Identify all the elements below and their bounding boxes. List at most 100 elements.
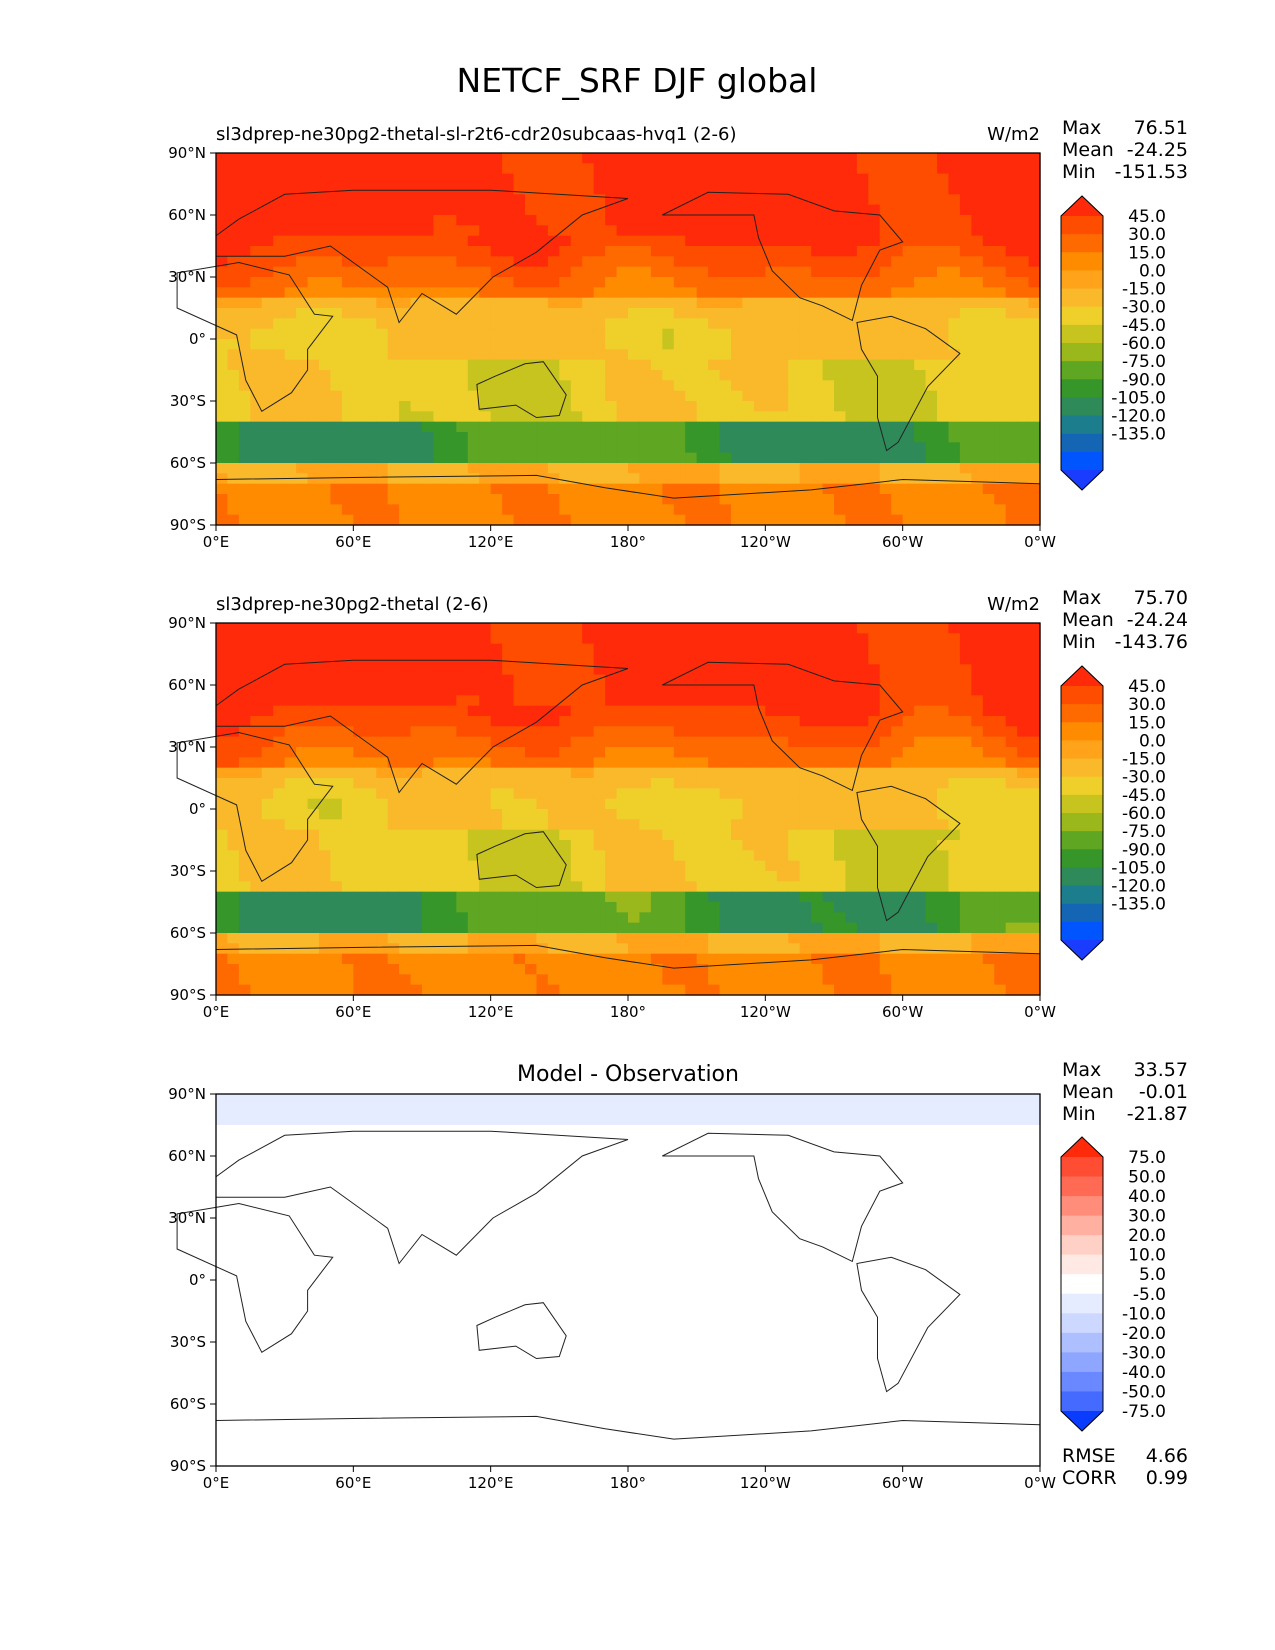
field-cell xyxy=(662,256,675,268)
field-cell xyxy=(525,922,538,934)
field-cell xyxy=(1028,266,1041,278)
field-cell xyxy=(502,359,515,371)
coastline xyxy=(215,474,1041,499)
field-cell xyxy=(444,716,457,727)
field-cell xyxy=(444,504,457,516)
field-cell xyxy=(593,452,606,464)
field-cell xyxy=(776,716,789,727)
field-cell xyxy=(628,860,641,872)
field-cell xyxy=(639,225,652,237)
field-cell xyxy=(914,840,927,851)
field-cell xyxy=(273,163,286,175)
field-cell xyxy=(914,881,927,893)
field-cell xyxy=(273,463,286,474)
field-cell xyxy=(834,328,847,340)
field-cell xyxy=(719,840,732,851)
field-cell xyxy=(250,747,263,758)
field-cell xyxy=(307,287,320,299)
field-cell xyxy=(605,902,618,913)
field-cell xyxy=(593,349,606,361)
field-cell xyxy=(456,287,469,299)
field-cell xyxy=(650,747,663,758)
field-cell xyxy=(1017,483,1030,495)
field-cell xyxy=(925,736,938,748)
field-cell xyxy=(776,871,789,882)
field-cell xyxy=(628,246,641,257)
field-cell xyxy=(925,494,938,505)
field-cell xyxy=(891,633,904,645)
field-cell xyxy=(948,359,961,371)
field-cell xyxy=(765,339,778,350)
field-cell xyxy=(662,328,675,340)
field-cell xyxy=(959,463,972,474)
field-cell xyxy=(319,819,332,831)
field-cell xyxy=(444,850,457,862)
field-cell xyxy=(502,442,515,454)
field-cell xyxy=(422,463,435,474)
field-cell xyxy=(547,452,560,464)
field-cell xyxy=(296,912,309,924)
field-cell xyxy=(1028,225,1041,237)
field-cell xyxy=(628,840,641,851)
field-cell xyxy=(891,370,904,381)
field-cell xyxy=(673,225,686,237)
field-cell xyxy=(925,633,938,645)
field-cell xyxy=(433,716,446,727)
field-cell xyxy=(502,256,515,268)
field-cell xyxy=(238,860,251,872)
field-cell xyxy=(1017,860,1030,872)
field-cell xyxy=(284,819,297,831)
field-cell xyxy=(410,514,423,526)
field-cell xyxy=(719,349,732,361)
field-cell xyxy=(708,215,721,226)
field-cell xyxy=(525,654,538,665)
field-cell xyxy=(1028,287,1041,299)
colorbar-segment xyxy=(1061,415,1103,435)
field-cell xyxy=(319,881,332,893)
field-cell xyxy=(765,840,778,851)
field-cell xyxy=(364,297,377,309)
field-cell xyxy=(891,184,904,195)
field-cell xyxy=(284,504,297,516)
field-cell xyxy=(399,432,412,443)
field-cell xyxy=(673,736,686,748)
field-cell xyxy=(341,943,354,955)
field-cell xyxy=(582,860,595,872)
field-cell xyxy=(959,256,972,268)
field-cell xyxy=(341,798,354,810)
field-cell xyxy=(811,685,824,696)
field-cell xyxy=(387,266,400,278)
field-cell xyxy=(433,349,446,361)
field-cell xyxy=(296,380,309,392)
field-cell xyxy=(1005,246,1018,257)
field-cell xyxy=(776,829,789,841)
field-cell xyxy=(490,726,503,738)
field-cell xyxy=(422,757,435,769)
field-cell xyxy=(937,163,950,175)
field-cell xyxy=(376,778,389,789)
field-cell xyxy=(628,623,641,634)
field-cell xyxy=(444,891,457,903)
field-cell xyxy=(467,225,480,237)
field-cell xyxy=(788,235,801,247)
field-cell xyxy=(948,767,961,779)
field-cell xyxy=(868,452,881,464)
field-cell xyxy=(639,798,652,810)
colorbar-label: -15.0 xyxy=(1122,280,1166,300)
field-cell xyxy=(296,902,309,913)
field-cell xyxy=(570,173,583,185)
field-cell xyxy=(582,308,595,319)
field-cell xyxy=(937,798,950,810)
field-cell xyxy=(719,235,732,247)
field-cell xyxy=(536,809,549,820)
field-cell xyxy=(731,943,744,955)
field-cell xyxy=(982,788,995,800)
field-cell xyxy=(513,153,526,164)
field-cell xyxy=(387,380,400,392)
field-cell xyxy=(776,173,789,185)
field-cell xyxy=(582,643,595,655)
field-cell xyxy=(856,215,869,226)
field-cell xyxy=(959,266,972,278)
field-cell xyxy=(261,716,274,727)
field-cell xyxy=(628,685,641,696)
